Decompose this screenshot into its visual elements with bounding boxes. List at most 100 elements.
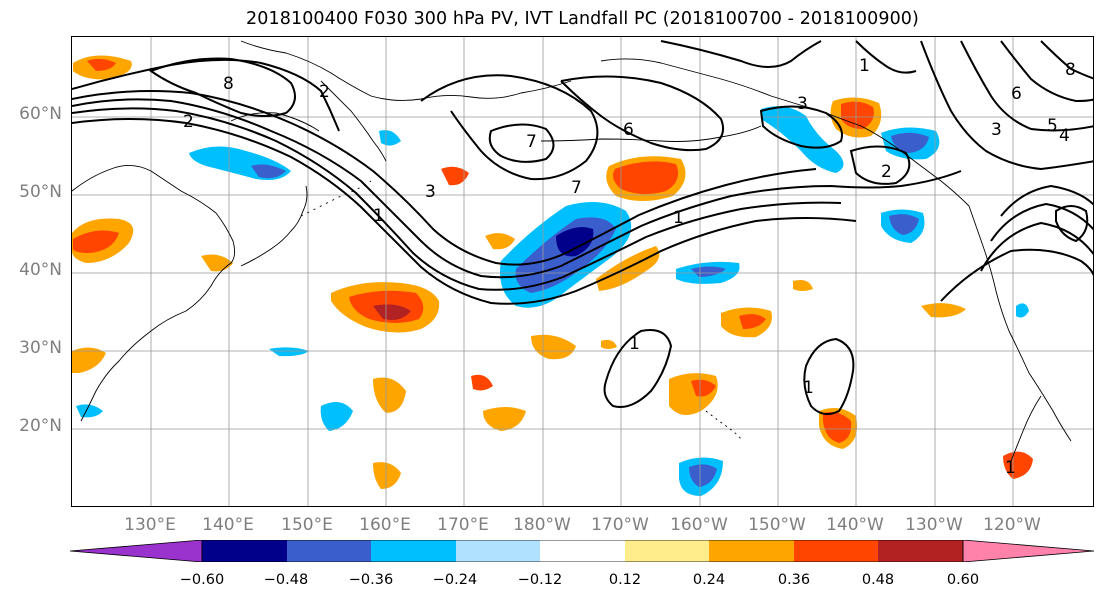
anomaly-positive	[471, 374, 493, 391]
anomaly-positive	[601, 339, 617, 349]
contour-label: 3	[797, 94, 808, 114]
anomaly-positive	[613, 161, 679, 195]
anomaly-negative	[556, 227, 594, 257]
pv-contour	[1000, 40, 1093, 103]
pv-contour	[420, 74, 599, 181]
anomaly-negative	[320, 402, 353, 431]
lon-label: 180°W	[513, 515, 571, 535]
lat-label: 50°N	[19, 182, 62, 202]
contour-label: 7	[571, 178, 582, 198]
anomaly-positive	[373, 377, 406, 413]
coastline-baja	[1010, 395, 1042, 462]
colorbar-frame	[201, 540, 964, 562]
anomaly-negative	[889, 214, 919, 235]
anomaly-positive	[201, 254, 233, 272]
colorbar-segment	[371, 540, 456, 562]
anomaly-negative	[76, 404, 103, 418]
pv-contour	[855, 40, 917, 74]
contour-label: 3	[425, 182, 436, 202]
lat-label: 40°N	[19, 260, 62, 280]
lon-label: 140°E	[202, 515, 254, 535]
colorbar-tick: −0.60	[179, 572, 225, 588]
pv-contour	[759, 105, 843, 149]
lon-label: 120°W	[983, 515, 1041, 535]
lon-label: 170°E	[437, 515, 489, 535]
colorbar-extend-min	[70, 540, 203, 562]
contour-label: 3	[991, 120, 1002, 140]
pv-contour	[940, 248, 1093, 302]
lon-label: 130°W	[905, 515, 963, 535]
colorbar-segment	[709, 540, 794, 562]
lat-label: 20°N	[19, 416, 62, 436]
colorbar	[70, 540, 1094, 562]
anomaly-positive	[87, 58, 116, 71]
pv-contour	[990, 202, 1093, 242]
pv-contour	[980, 221, 1093, 272]
contour-label: 6	[623, 120, 634, 140]
pv-contour	[560, 75, 725, 152]
lon-label: 160°E	[359, 515, 411, 535]
colorbar-tick: 0.12	[608, 572, 642, 588]
anomaly-positive	[669, 373, 718, 415]
lon-label: 130°E	[124, 515, 176, 535]
anomaly-positive	[793, 280, 813, 291]
coastline-japan	[240, 185, 308, 267]
pv-contour	[920, 40, 1093, 171]
pv-contour	[1000, 184, 1093, 217]
anomaly-positive	[73, 230, 119, 253]
pv-contour	[72, 107, 842, 291]
anomaly-negative	[379, 130, 401, 146]
colorbar-segment	[878, 540, 963, 562]
anomaly-negative	[251, 164, 286, 179]
colorbar-segment	[456, 540, 540, 562]
anomaly-positive	[373, 462, 401, 489]
contour-label: 1	[859, 56, 870, 76]
anomaly-negative	[891, 132, 929, 153]
colorbar-tick: −0.48	[263, 572, 309, 588]
map-title: 2018100400 F030 300 hPa PV, IVT Landfall…	[246, 9, 919, 29]
coastline-na-west	[968, 205, 1072, 442]
contour-label: 8	[223, 74, 234, 94]
colorbar-segment	[287, 540, 371, 562]
contour-label: 2	[319, 82, 330, 102]
colorbar-segment	[540, 540, 625, 562]
colorbar-segment	[794, 540, 878, 562]
anomaly-positive	[823, 412, 852, 443]
pv-contour	[72, 118, 857, 305]
coastline-kamchatka	[320, 80, 387, 162]
coastline-aleutians	[540, 125, 762, 142]
contour-label: 2	[183, 112, 194, 132]
colorbar-tick: −0.36	[348, 572, 394, 588]
contour-label: 5	[1047, 116, 1058, 136]
coastline-hawaii	[705, 410, 742, 440]
anomaly-positive	[531, 334, 576, 360]
pv-contours	[72, 40, 1093, 416]
contour-label: 1	[1005, 458, 1016, 478]
contour-label: 4	[1059, 126, 1070, 146]
anomaly-negative	[1016, 303, 1029, 318]
contour-label: 6	[1011, 84, 1022, 104]
coastlines	[72, 40, 1072, 462]
contour-labels: 8 2 2 1 3 7 6 3 2 1 1 1 5 4 3 1 8 6 1 7	[183, 56, 1076, 478]
anomaly-positive	[739, 314, 766, 329]
pv-contour	[1055, 205, 1089, 243]
pv-contour	[72, 58, 340, 132]
colorbar-tick: 0.24	[692, 572, 726, 588]
lon-label: 170°W	[591, 515, 649, 535]
colorbar-tick: −0.12	[517, 572, 563, 588]
anomaly-positive	[72, 347, 106, 373]
pv-contour	[1040, 40, 1093, 80]
pv-contour	[603, 329, 673, 408]
lon-label: 160°W	[670, 515, 728, 535]
pv-contour	[803, 337, 855, 416]
pv-contour	[488, 123, 555, 163]
pv-contour	[960, 40, 1093, 132]
contour-label: 2	[881, 162, 892, 182]
graticule	[72, 37, 1093, 506]
map-panel: 8 2 2 1 3 7 6 3 2 1 1 1 5 4 3 1 8 6 1 7	[71, 36, 1094, 507]
anomaly-positive	[483, 407, 526, 431]
anomaly-positive	[485, 233, 515, 250]
lon-label: 150°W	[748, 515, 806, 535]
coastline-asia	[72, 165, 236, 422]
colorbar-tick: −0.24	[432, 572, 478, 588]
